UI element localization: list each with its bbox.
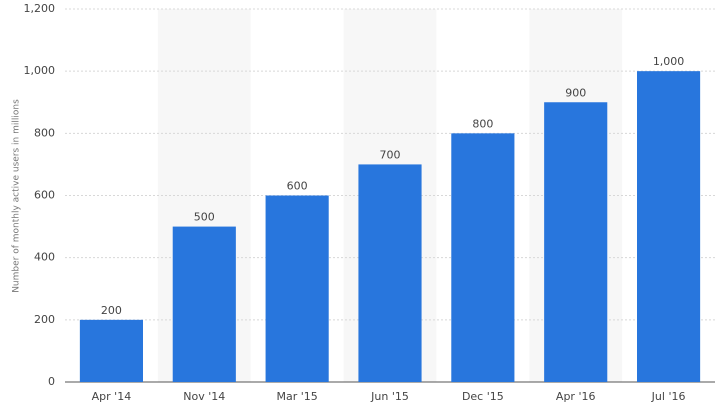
y-tick-label: 800 [34, 126, 55, 139]
y-tick-label: 600 [34, 189, 55, 202]
y-tick-label: 1,200 [24, 2, 56, 15]
bar [451, 133, 515, 382]
value-label: 200 [101, 304, 122, 317]
bar [79, 319, 143, 382]
x-tick-label: Apr '14 [92, 390, 132, 403]
y-tick-label: 1,000 [24, 64, 56, 77]
value-label: 500 [194, 211, 215, 224]
x-tick-label: Jul '16 [651, 390, 686, 403]
y-axis-title: Number of monthly active users in millio… [12, 99, 22, 293]
x-tick-label: Dec '15 [462, 390, 504, 403]
x-tick-label: Nov '14 [183, 390, 225, 403]
value-label: 900 [565, 86, 586, 99]
value-label: 700 [380, 148, 401, 161]
x-tick-label: Mar '15 [277, 390, 318, 403]
value-label: 800 [472, 117, 493, 130]
value-label: 1,000 [653, 55, 685, 68]
bar [265, 195, 329, 382]
bar [544, 102, 608, 382]
y-tick-label: 0 [48, 375, 55, 388]
value-label: 600 [287, 180, 308, 193]
x-tick-label: Jun '15 [370, 390, 409, 403]
y-tick-label: 200 [34, 313, 55, 326]
y-tick-label: 400 [34, 251, 55, 264]
x-tick-label: Apr '16 [556, 390, 596, 403]
bar [172, 226, 236, 382]
bar [358, 164, 422, 382]
bar [637, 71, 701, 383]
